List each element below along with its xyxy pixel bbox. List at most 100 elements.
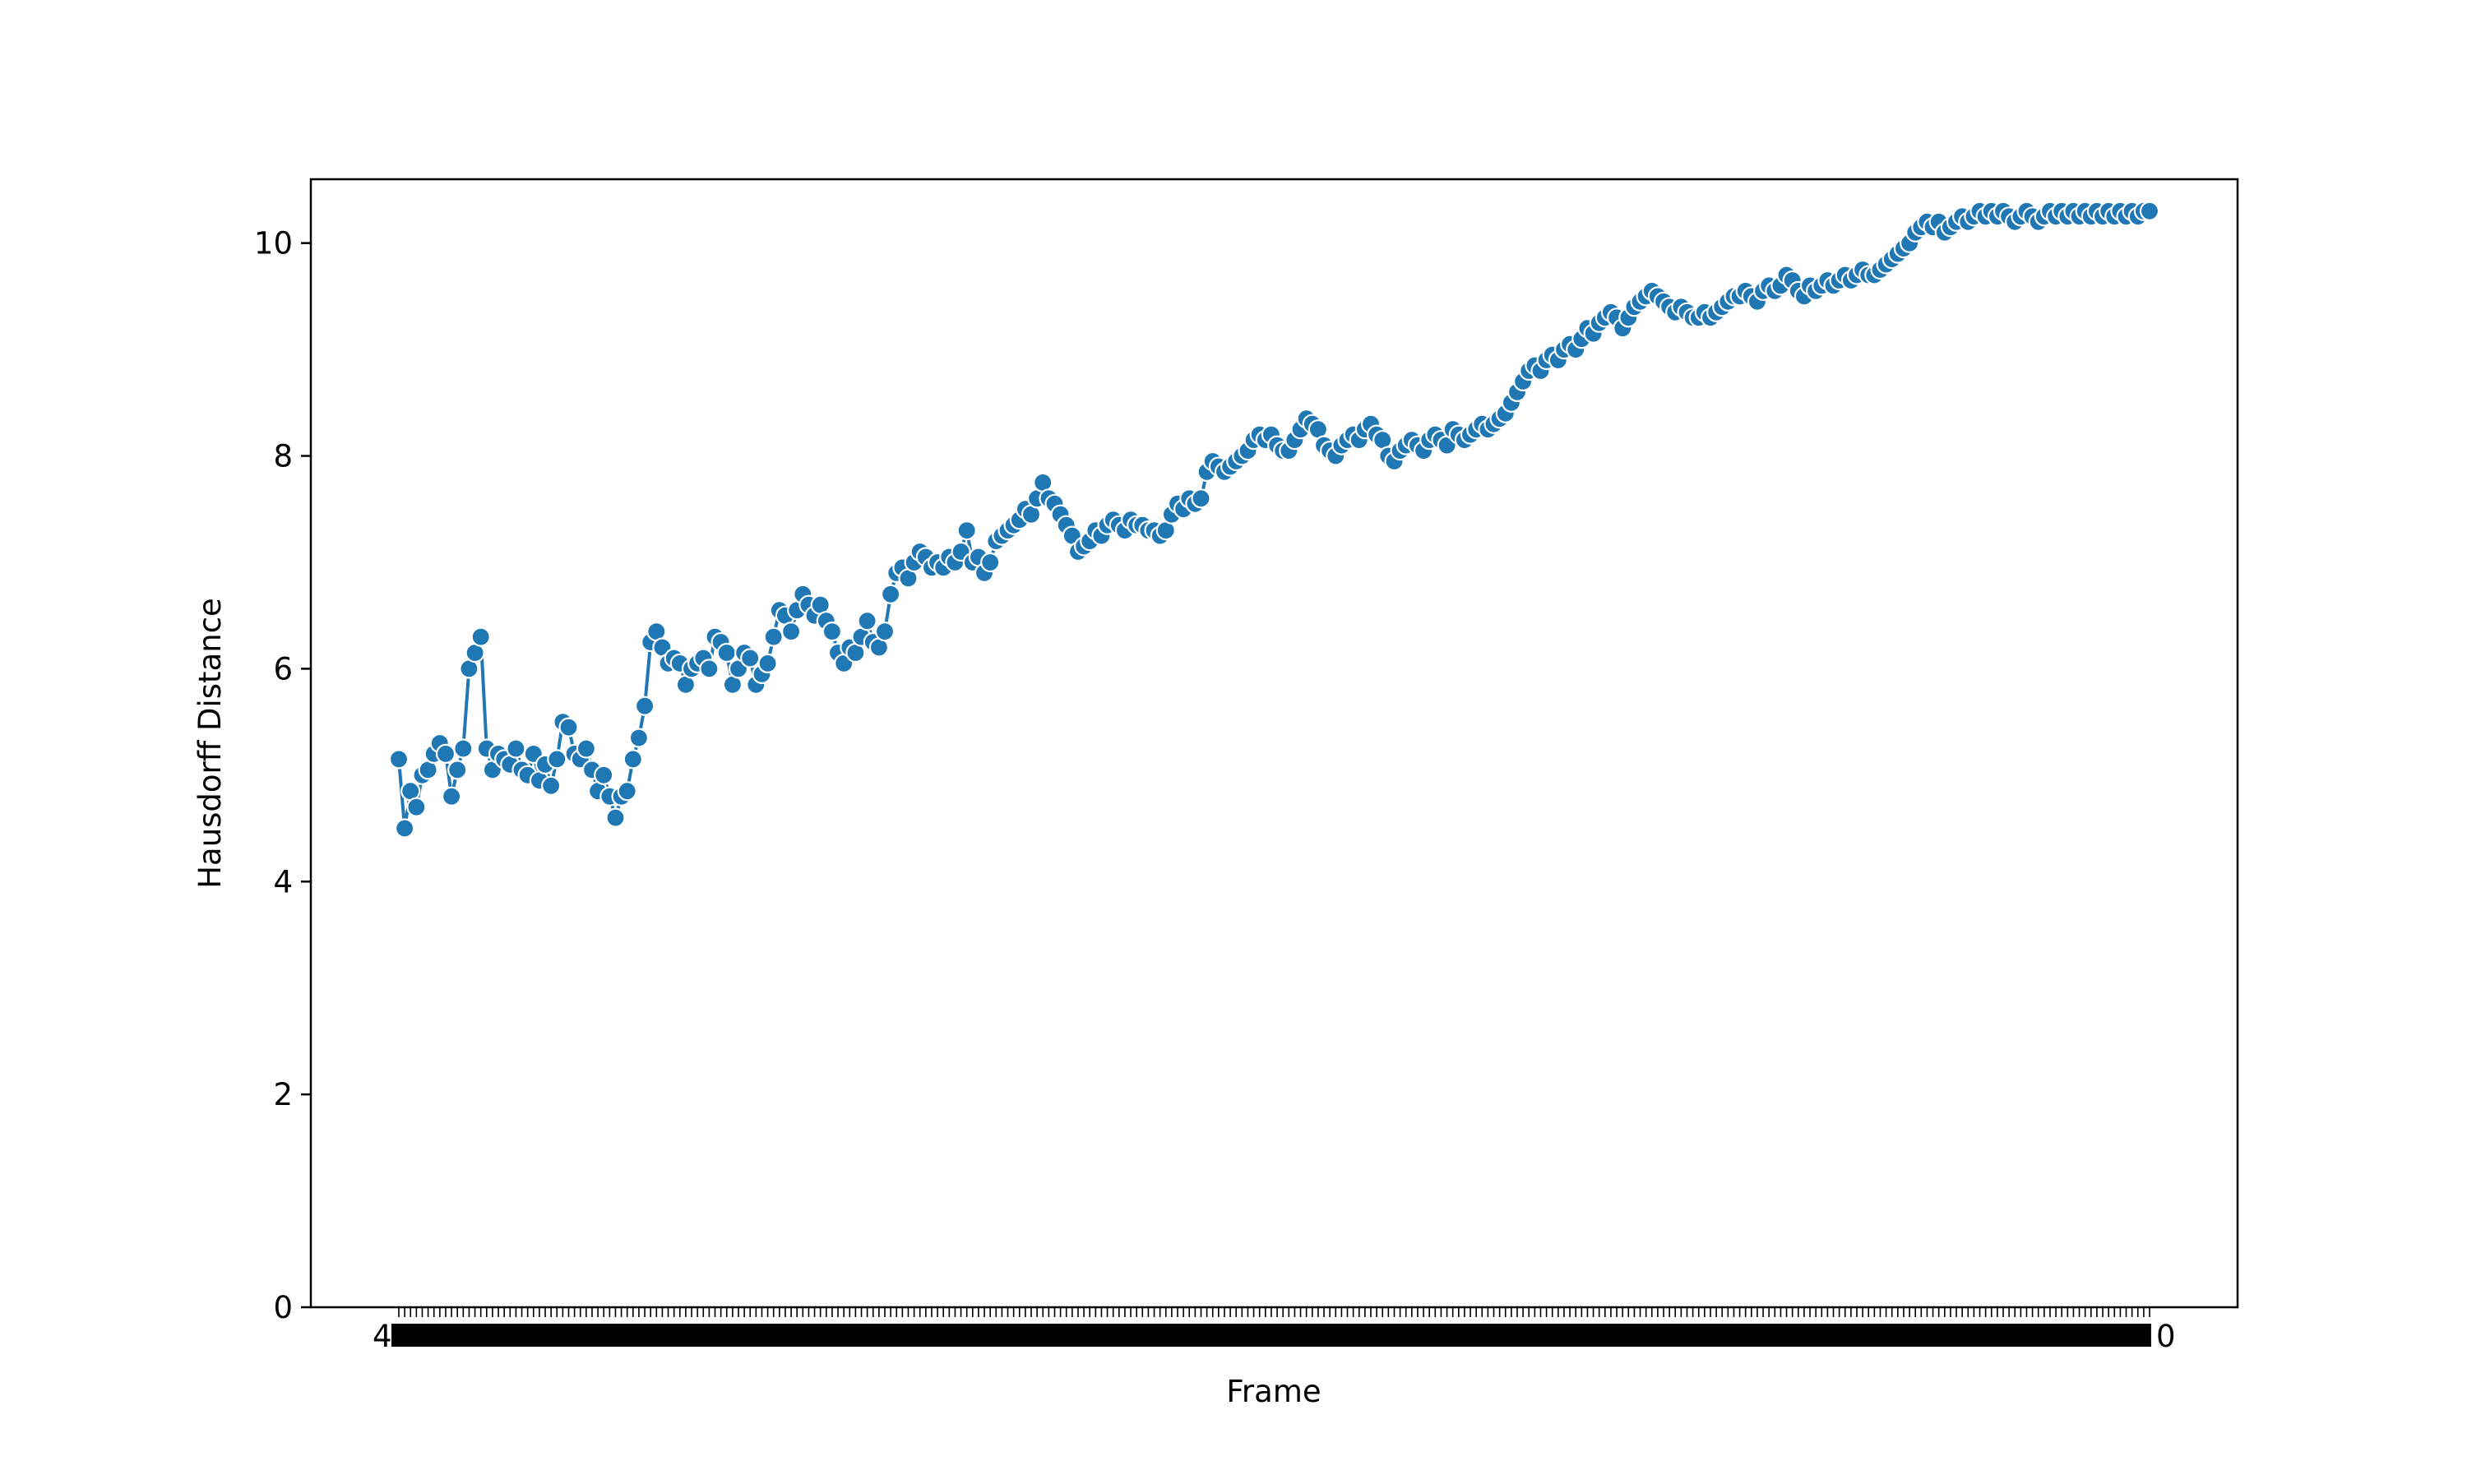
x-tick-label-glyph [848, 1324, 863, 1347]
x-tick-label-glyph [707, 1324, 723, 1347]
x-tick-label-glyph [1270, 1324, 1285, 1347]
data-point [441, 786, 462, 807]
x-tick-label-glyph [1375, 1324, 1391, 1347]
x-tick-label-glyph [1925, 1324, 1941, 1347]
x-tick-label-glyph [672, 1324, 687, 1347]
x-tick-label-glyph [2054, 1324, 2070, 1347]
x-tick-label-glyph [555, 1324, 571, 1347]
x-tick-label-glyph [1293, 1324, 1308, 1347]
y-tick-label: 0 [273, 1290, 293, 1325]
x-tick-label-glyph [1011, 1324, 1027, 1347]
x-tick-label-glyph [1890, 1324, 1905, 1347]
x-tick-label-glyph [719, 1324, 734, 1347]
x-tick-label-glyph [1949, 1324, 1965, 1347]
x-tick-label-glyph [1597, 1324, 1613, 1347]
x-tick-label-glyph [426, 1324, 442, 1347]
x-tick-label-glyph [1738, 1324, 1753, 1347]
x-tick-label-glyph [649, 1324, 664, 1347]
x-tick-label-glyph [1000, 1324, 1016, 1347]
data-point [757, 653, 778, 674]
x-tick-label-glyph [1562, 1324, 1578, 1347]
y-tick-label: 2 [273, 1077, 293, 1112]
x-tick-label-glyph [1117, 1324, 1132, 1347]
x-tick-label-glyph [1656, 1324, 1672, 1347]
x-tick-label-glyph [1983, 1324, 1999, 1347]
x-tick-label-glyph [1176, 1324, 1192, 1347]
x-tick-label-glyph [918, 1324, 933, 1347]
x-tick-label-glyph [1070, 1324, 1085, 1347]
x-tick-label-glyph [437, 1324, 453, 1347]
data-point [628, 728, 650, 748]
x-tick-label-glyph [684, 1324, 700, 1347]
x-tick-label-glyph [859, 1324, 875, 1347]
x-tick-label-glyph [578, 1324, 594, 1347]
x-tick-label-glyph [1715, 1324, 1730, 1347]
x-tick-label-glyph [1527, 1324, 1543, 1347]
x-tick-label-glyph [2136, 1324, 2151, 1347]
x-tick-label-glyph [637, 1324, 653, 1347]
x-tick-label-glyph [1480, 1324, 1496, 1347]
x-tick-label-glyph [1328, 1324, 1344, 1347]
x-tick-label-glyph [531, 1324, 547, 1347]
data-point [547, 749, 567, 770]
x-tick-label-glyph [743, 1324, 758, 1347]
data-point [763, 626, 784, 647]
x-tick-label-glyph [473, 1324, 488, 1347]
x-tick-label-glyph [1234, 1324, 1250, 1347]
x-tick-label-glyph [836, 1324, 852, 1347]
x-tick-label-glyph [660, 1324, 676, 1347]
x-tick-label-glyph [1550, 1324, 1566, 1347]
data-point [623, 749, 643, 770]
x-tick-label-glyph [1409, 1324, 1425, 1347]
x-tick-label-glyph [977, 1324, 993, 1347]
data-point [874, 621, 896, 642]
x-tick-label-glyph [1433, 1324, 1449, 1347]
x-tick-label-glyph [1574, 1324, 1590, 1347]
data-point [540, 775, 562, 796]
data-point [822, 621, 843, 642]
x-tick-label-glyph [544, 1324, 559, 1347]
x-tick-label-glyph [1492, 1324, 1507, 1347]
x-tick-label-glyph [1902, 1324, 1918, 1347]
x-tick-label-glyph [1210, 1324, 1226, 1347]
x-tick-label-glyph [1972, 1324, 1988, 1347]
x-tick-label-glyph [1995, 1324, 2011, 1347]
x-tick-label-glyph [1808, 1324, 1824, 1347]
x-tick-label-glyph [414, 1324, 430, 1347]
x-tick-label-glyph [2089, 1324, 2104, 1347]
x-tick-label-glyph [2019, 1324, 2034, 1347]
x-tick-label-glyph [1199, 1324, 1215, 1347]
data-point [558, 717, 579, 737]
data-point [2139, 201, 2160, 221]
x-tick-label-glyph [1749, 1324, 1765, 1347]
data-point [395, 818, 415, 839]
x-tick-label-glyph [625, 1324, 641, 1347]
x-tick-label-glyph [1152, 1324, 1168, 1347]
x-tick-label-glyph [450, 1324, 465, 1347]
x-tick-label-glyph [1843, 1324, 1858, 1347]
x-tick-label-glyph [1867, 1324, 1882, 1347]
data-point [780, 621, 802, 642]
x-tick-label-glyph [1246, 1324, 1261, 1347]
x-tick-label-glyph [1702, 1324, 1718, 1347]
y-axis: 0 2 4 6 8 10 [254, 226, 311, 1325]
x-tick-label-glyph [1257, 1324, 1273, 1347]
x-tick-label-glyph [1398, 1324, 1414, 1347]
x-tick-label-glyph [1386, 1324, 1402, 1347]
x-tick-label-glyph [930, 1324, 946, 1347]
x-tick-label-glyph [1761, 1324, 1777, 1347]
x-tick-label-glyph [1340, 1324, 1355, 1347]
x-tick-label-glyph [1035, 1324, 1051, 1347]
x-tick-label-glyph [895, 1324, 910, 1347]
x-tick-label-glyph [2124, 1324, 2140, 1347]
x-tick-label-last: 0 [2156, 1319, 2176, 1354]
data-point [634, 696, 655, 716]
x-tick-label-glyph [871, 1324, 886, 1347]
x-tick-label-glyph [1668, 1324, 1683, 1347]
x-tick-label-glyph [730, 1324, 746, 1347]
x-tick-label-glyph [520, 1324, 535, 1347]
x-tick-label-glyph [1094, 1324, 1109, 1347]
x-tick-label-glyph [2042, 1324, 2057, 1347]
x-tick-label-first: 4 [373, 1319, 392, 1354]
